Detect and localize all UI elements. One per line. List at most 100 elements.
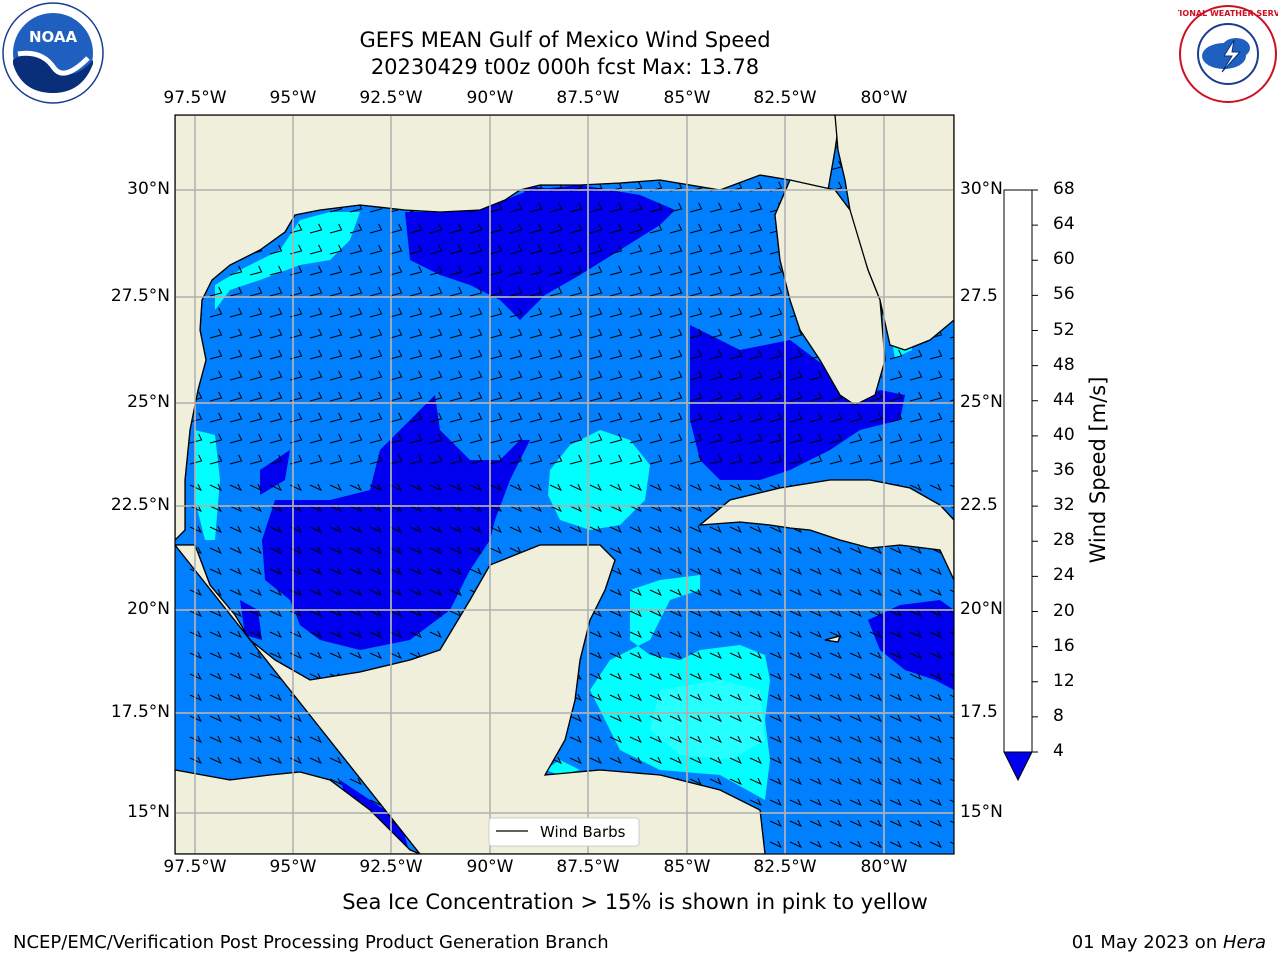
wind-barb (489, 433, 503, 444)
wind-barb (589, 391, 603, 402)
wind-barb (569, 223, 583, 234)
wind-barb (469, 307, 483, 318)
wind-barb (669, 735, 682, 744)
lon-tick-label: 97.5°W (163, 88, 227, 108)
wind-barb (769, 546, 782, 555)
wind-barb (929, 630, 942, 639)
lat-tick-label: 20°N (960, 599, 1003, 619)
wind-barb (649, 244, 663, 255)
wind-barb (369, 391, 383, 402)
wind-barb (669, 328, 683, 339)
wind-barb (929, 840, 942, 849)
wind-barb (729, 693, 742, 702)
wind-barb (429, 630, 442, 639)
wind-barb (569, 370, 583, 381)
wind-barb (309, 735, 322, 744)
wind-barb (429, 328, 443, 339)
wind-barb (889, 588, 902, 597)
wind-barb (429, 349, 443, 360)
wind-barb (309, 504, 322, 513)
wind-barb (709, 265, 723, 276)
wind-barb (349, 412, 363, 423)
wind-barb (889, 714, 902, 723)
wind-barb (369, 609, 382, 618)
wind-barb (629, 307, 643, 318)
wind-barb (369, 546, 382, 555)
wind-barb (909, 756, 922, 765)
wind-barb (749, 567, 762, 576)
wind-barb (629, 412, 643, 423)
wind-barb (669, 412, 683, 423)
wind-barb (289, 349, 303, 360)
wind-barb (369, 412, 383, 423)
lat-tick-label: 27.5 (960, 286, 998, 306)
wind-barb (389, 630, 402, 639)
wind-barb (309, 370, 323, 381)
wind-barb (269, 412, 283, 423)
wind-barb (849, 567, 862, 576)
wind-barb (449, 370, 463, 381)
wind-barb (189, 433, 203, 444)
wind-barb (729, 265, 743, 276)
wind-barb (929, 454, 943, 465)
wind-barb (669, 756, 682, 765)
wind-barb (749, 412, 763, 423)
wind-barb (209, 433, 223, 444)
wind-barb (909, 672, 922, 681)
wind-barb (229, 286, 243, 297)
wind-barb (529, 202, 543, 213)
wind-barb (689, 391, 703, 402)
wind-barb (849, 546, 862, 555)
wind-barb (669, 265, 683, 276)
wind-barb (549, 223, 563, 234)
wind-barb (829, 714, 842, 723)
wind-barb (389, 286, 403, 297)
wind-barb (789, 454, 803, 465)
wind-barb (769, 630, 782, 639)
wind-barb (749, 286, 763, 297)
wind-barb (749, 546, 762, 555)
wind-barb (469, 504, 482, 513)
wind-barb (389, 483, 402, 492)
wind-barb (709, 349, 723, 360)
wind-barb (869, 567, 882, 576)
wind-barb (749, 735, 762, 744)
wind-barb (549, 483, 562, 492)
wind-barb (849, 630, 862, 639)
wind-barb (749, 223, 763, 234)
nws-logo-text: NATIONAL WEATHER SERVICE (1178, 9, 1278, 18)
lon-tick-label: 90°W (466, 88, 514, 108)
wind-barb (589, 735, 602, 744)
wind-barb (429, 244, 443, 255)
wind-barb (649, 202, 663, 213)
wind-barb (909, 370, 923, 381)
wind-barb (769, 328, 783, 339)
wind-barb (729, 483, 742, 492)
wind-barb (349, 307, 363, 318)
wind-barb (889, 819, 902, 828)
wind-barb (869, 672, 882, 681)
wind-barb (689, 777, 702, 786)
wind-barb (189, 672, 202, 681)
wind-barb (249, 693, 262, 702)
wind-barb (409, 630, 422, 639)
wind-barb (909, 714, 922, 723)
wind-barb (809, 588, 822, 597)
wind-barb (349, 433, 363, 444)
wind-barb (289, 391, 303, 402)
wind-barb (549, 349, 563, 360)
wind-barb (729, 672, 742, 681)
wind-barb (509, 328, 523, 339)
wind-barb (669, 433, 683, 444)
wind-barb (729, 567, 742, 576)
wind-barb (809, 693, 822, 702)
wind-barb (929, 819, 942, 828)
wind-barb (689, 567, 702, 576)
wind-barb (689, 651, 702, 660)
wind-barb (609, 307, 623, 318)
wind-barb (249, 546, 262, 555)
wind-barb (189, 504, 202, 513)
wind-barb (369, 433, 383, 444)
wind-barb (929, 756, 942, 765)
colorbar-tick-label: 68 (1053, 179, 1075, 199)
